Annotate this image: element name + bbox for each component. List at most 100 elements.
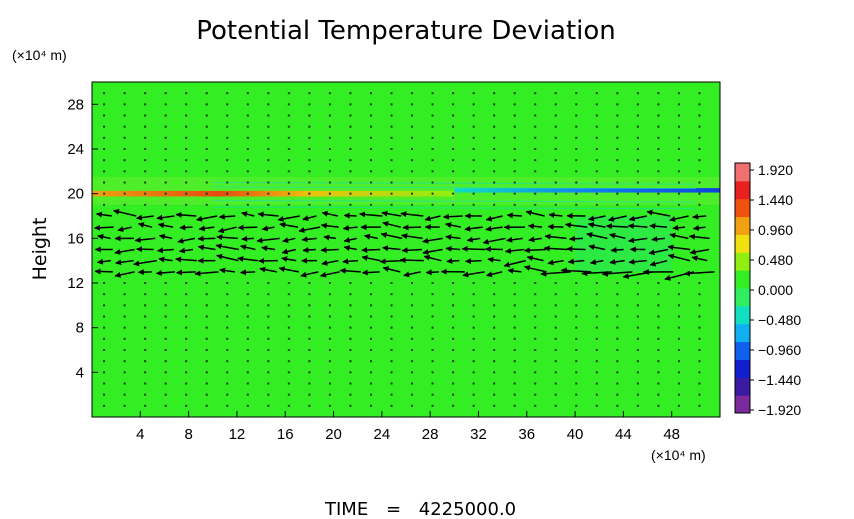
wind-dot [472, 304, 475, 307]
wind-dot [411, 326, 414, 329]
wind-arrow [422, 248, 443, 255]
wind-dot [677, 203, 680, 206]
x-tick-label: 48 [663, 426, 680, 443]
wind-dot [369, 404, 372, 407]
wind-dot [493, 92, 496, 95]
wind-dot [369, 114, 372, 117]
wind-dot [103, 371, 106, 374]
wind-dot [349, 192, 352, 195]
colorbar-label: −1.440 [758, 372, 801, 388]
wind-dot [349, 349, 352, 351]
wind-dot [287, 103, 290, 106]
wind-arrow [114, 271, 135, 278]
wind-dot [349, 103, 352, 106]
wind-dot [164, 326, 167, 329]
wind-dot [390, 159, 393, 162]
wind-dot [513, 282, 516, 284]
wind-arrow [115, 259, 134, 266]
wind-dot [513, 92, 516, 95]
x-tick-label: 40 [567, 426, 584, 443]
wind-dot [226, 349, 229, 351]
wind-dot [123, 92, 126, 95]
wind-dot [595, 103, 598, 106]
wind-arrow [176, 269, 196, 276]
wind-dot [575, 304, 578, 307]
wind-dot [616, 393, 619, 396]
wind-dot [616, 136, 619, 139]
x-tick-label: 28 [422, 426, 439, 443]
wind-arrow [380, 232, 403, 240]
wind-dot [328, 103, 331, 106]
wind-dot [493, 349, 496, 351]
wind-dot [575, 404, 578, 407]
wind-dot [452, 349, 455, 351]
wind-dot [369, 304, 372, 307]
wind-dot [657, 293, 660, 296]
wind-dot [493, 114, 496, 117]
wind-arrow [321, 210, 339, 217]
wind-dot [205, 125, 208, 128]
wind-dot [657, 382, 660, 385]
wind-dot [575, 148, 578, 150]
y-tick-label: 12 [67, 275, 84, 292]
wind-dot [472, 192, 475, 195]
wind-dot [144, 304, 147, 307]
wind-arrow [487, 256, 501, 263]
wind-dot [205, 203, 208, 206]
wind-dot [636, 92, 639, 95]
wind-dot [595, 315, 598, 318]
wind-dot [513, 136, 516, 139]
wind-dot [513, 382, 516, 385]
wind-arrow [445, 234, 461, 241]
wind-arrow [320, 247, 339, 254]
wind-dot [554, 337, 557, 340]
wind-dot [123, 103, 126, 106]
wind-dot [616, 315, 619, 318]
wind-dot [328, 170, 331, 173]
wind-dot [616, 192, 619, 195]
wind-dot [123, 293, 126, 296]
wind-dot [554, 192, 557, 195]
wind-arrow [586, 232, 608, 240]
warm-band [92, 190, 455, 197]
wind-arrow [651, 236, 666, 243]
wind-dot [226, 125, 229, 128]
wind-dot [349, 114, 352, 117]
wind-dot [246, 192, 249, 195]
wind-dot [698, 349, 701, 351]
wind-dot [595, 203, 598, 206]
wind-arrow [261, 225, 275, 232]
wind-arrow [197, 244, 216, 251]
wind-arrow [241, 235, 254, 242]
wind-dot [472, 337, 475, 340]
wind-dot [575, 371, 578, 374]
wind-dot [595, 360, 598, 363]
wind-dot [698, 136, 701, 139]
wind-dot [287, 382, 290, 385]
wind-dot [308, 203, 311, 206]
wind-dot [677, 92, 680, 95]
wind-dot [369, 360, 372, 363]
wind-dot [616, 181, 619, 184]
wind-dot [390, 192, 393, 195]
band-streak [212, 206, 696, 210]
wind-arrow [343, 245, 358, 252]
wind-dot [287, 304, 290, 307]
wind-dot [205, 293, 208, 296]
wind-dot [411, 315, 414, 318]
wind-dot [103, 103, 106, 106]
wind-dot [534, 349, 537, 351]
wind-dot [308, 349, 311, 351]
wind-dot [123, 136, 126, 139]
wind-dot [657, 125, 660, 128]
wind-dot [205, 159, 208, 162]
wind-dot [554, 326, 557, 329]
wind-dot [636, 360, 639, 363]
wind-arrow [683, 270, 715, 277]
wind-dot [657, 371, 660, 374]
wind-dot [698, 393, 701, 396]
wind-dot [698, 337, 701, 340]
wind-dot [657, 148, 660, 150]
wind-dot [616, 148, 619, 150]
wind-dot [246, 103, 249, 106]
